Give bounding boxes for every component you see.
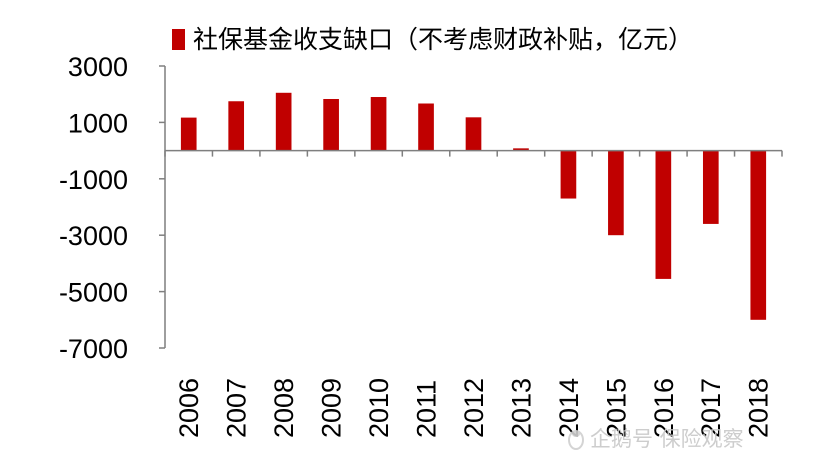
penguin-logo-icon: [568, 430, 584, 450]
x-tick-label: 2011: [411, 380, 441, 438]
y-ticks: 3000 1000 -1000 -3000 -5000 -7000: [59, 52, 165, 364]
bar-2014: [560, 150, 577, 199]
bar-2007: [228, 101, 245, 151]
x-tick-label: 2009: [317, 378, 347, 438]
x-tick-label: 2017: [696, 378, 726, 438]
bars: [180, 92, 767, 320]
x-labels: 2006 2007 2008 2009 2010 2011 2012 2013 2014 2015…: [174, 378, 774, 438]
y-tick-label: -1000: [59, 165, 128, 195]
x-tick-label: 2007: [222, 378, 252, 438]
x-tick-label: 2018: [744, 378, 774, 438]
bar-2016: [655, 150, 672, 279]
x-tick-label: 2015: [601, 378, 631, 438]
bar-2006: [180, 117, 197, 151]
y-tick-label: -5000: [59, 278, 128, 308]
bar-2015: [608, 150, 624, 236]
bar-2013: [513, 148, 529, 151]
x-axis: [164, 149, 783, 157]
x-tick-label: 2014: [554, 378, 584, 438]
legend-text: 社保基金收支缺口（不考虑财政补贴，亿元）: [193, 25, 693, 54]
bar-2018: [750, 150, 767, 320]
y-tick-label: 3000: [68, 52, 128, 82]
bar-2008: [275, 92, 292, 151]
x-tick-label: 2006: [174, 378, 204, 438]
legend-swatch: [172, 29, 185, 50]
bar-2009: [323, 98, 339, 151]
x-tick-label: 2012: [459, 378, 489, 438]
bar-2010: [370, 97, 387, 151]
x-tick-label: 2010: [364, 378, 394, 438]
legend: 社保基金收支缺口（不考虑财政补贴，亿元）: [172, 25, 693, 54]
y-tick-label: 1000: [68, 108, 128, 138]
bar-2011: [418, 103, 434, 151]
y-tick-label: -3000: [59, 221, 128, 251]
x-tick-label: 2008: [269, 378, 299, 438]
bar-2012: [465, 117, 482, 151]
x-tick-label: 2013: [506, 378, 536, 438]
x-tick-label: 2016: [649, 378, 679, 438]
bar-2017: [702, 150, 719, 224]
y-tick-label: -7000: [59, 334, 128, 364]
watermark: 企鹅号 保险观察: [568, 427, 744, 451]
watermark-text: 企鹅号 保险观察: [590, 427, 744, 451]
